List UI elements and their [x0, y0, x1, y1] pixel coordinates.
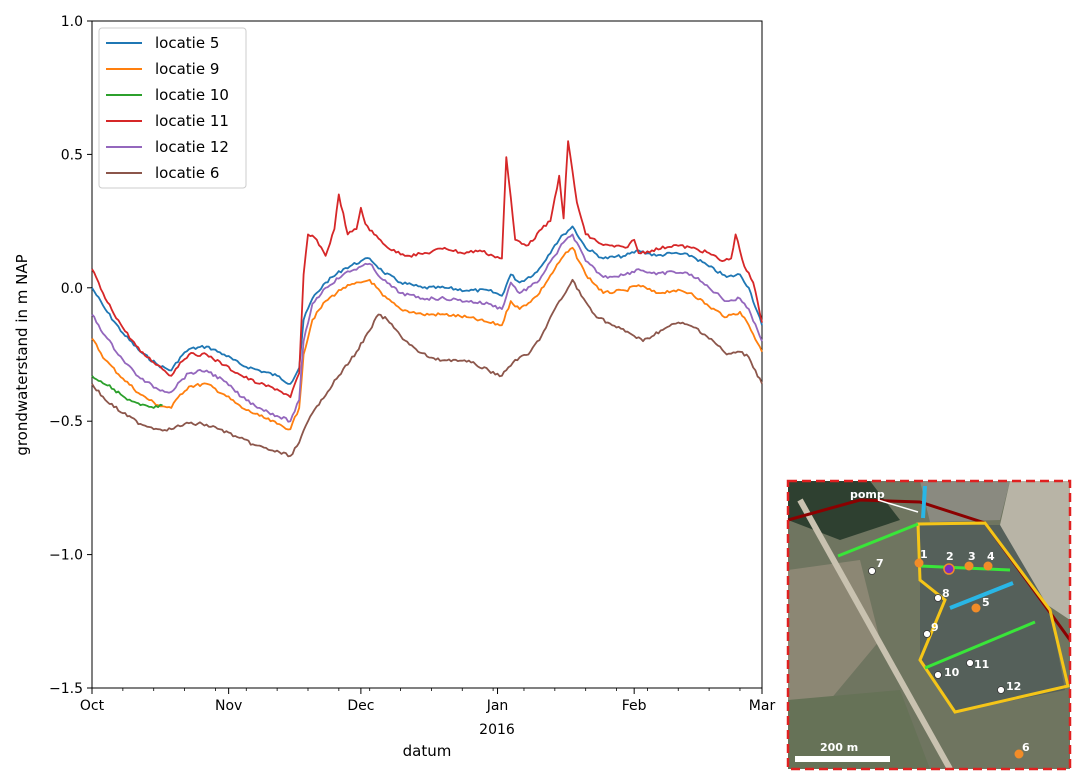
map-label-3: 3	[968, 550, 976, 563]
map-point-4	[983, 561, 993, 571]
series-lines	[91, 140, 763, 458]
x-tick-label: Mar	[749, 698, 776, 714]
legend-label-locatie-5: locatie 5	[155, 34, 219, 52]
legend-label-locatie-6: locatie 6	[155, 164, 219, 182]
y-tick-label: −0.5	[49, 414, 83, 430]
map-label-5: 5	[982, 596, 990, 609]
map-point-5	[971, 603, 981, 613]
map-pump-arrow	[877, 499, 919, 513]
map-road	[797, 498, 953, 771]
map-point-7	[868, 567, 876, 575]
map-point-12	[997, 686, 1005, 694]
legend-label-locatie-12: locatie 12	[155, 138, 229, 156]
x-tick-label: Dec	[347, 698, 374, 714]
map-point-2	[943, 563, 955, 575]
x-axis-ticks: Oct Nov Dec Jan Feb Mar	[80, 688, 776, 714]
map-field-south	[788, 690, 930, 769]
map-label-4: 4	[987, 550, 995, 563]
site-map: pomp 1 2 3 4 5 6 7 8 9 10 11 12 200 m	[786, 479, 1072, 771]
legend-label-locatie-9: locatie 9	[155, 60, 219, 78]
series-line-locatie-6	[91, 278, 763, 458]
map-test-field	[920, 525, 1065, 712]
y-axis-ticks: 1.0 0.5 0.0 −0.5 −1.0 −1.5	[49, 14, 92, 697]
map-scale-label: 200 m	[820, 741, 858, 754]
map-point-3	[964, 561, 974, 571]
y-axis-label: grondwaterstand in m NAP	[13, 254, 31, 455]
map-point-8	[934, 594, 942, 602]
series-line-locatie-5	[91, 225, 763, 385]
y-tick-label: 0.0	[61, 281, 83, 297]
map-label-1: 1	[920, 548, 928, 561]
map-label-11: 11	[974, 658, 989, 671]
map-label-2: 2	[946, 550, 954, 563]
legend-label-locatie-10: locatie 10	[155, 86, 229, 104]
x-tick-label: Oct	[80, 698, 105, 714]
map-green-line-1	[837, 522, 919, 558]
map-field-east	[1000, 481, 1070, 620]
map-point-11	[966, 659, 974, 667]
map-blue-line-2	[949, 581, 1014, 610]
map-green-line-3	[924, 620, 1036, 670]
y-tick-label: −1.0	[49, 548, 83, 564]
series-line-locatie-10	[91, 375, 163, 409]
map-pump-label: pomp	[850, 488, 885, 501]
map-label-7: 7	[876, 557, 884, 570]
y-tick-label: 1.0	[61, 14, 83, 30]
map-point-10	[934, 671, 942, 679]
x-tick-label: Feb	[622, 698, 647, 714]
map-field-west	[788, 560, 880, 700]
map-dashed-border	[786, 479, 1072, 771]
x-tick-year-label: 2016	[479, 722, 515, 738]
series-line-locatie-12	[91, 233, 763, 423]
map-houses	[920, 481, 1010, 522]
map-area-outline	[916, 521, 1070, 714]
map-label-8: 8	[942, 587, 950, 600]
map-label-12: 12	[1006, 680, 1021, 693]
legend-label-locatie-11: locatie 11	[155, 112, 229, 130]
map-point-9	[923, 630, 931, 638]
map-point-1	[914, 558, 924, 568]
y-tick-label: −1.5	[49, 681, 83, 697]
map-label-10: 10	[944, 666, 960, 679]
legend: locatie 5 locatie 9 locatie 10 locatie 1…	[98, 27, 247, 189]
map-label-9: 9	[931, 621, 939, 634]
map-blue-line-pump	[921, 485, 927, 519]
series-line-locatie-9	[91, 246, 763, 431]
series-line-locatie-11	[91, 140, 763, 399]
x-tick-label: Nov	[215, 698, 242, 714]
x-axis-label: datum	[403, 742, 452, 760]
map-scale-bar	[795, 756, 890, 762]
y-tick-label: 0.5	[61, 147, 83, 163]
map-point-6	[1014, 749, 1024, 759]
map-label-6: 6	[1022, 741, 1030, 754]
x-tick-label: Jan	[486, 698, 509, 714]
